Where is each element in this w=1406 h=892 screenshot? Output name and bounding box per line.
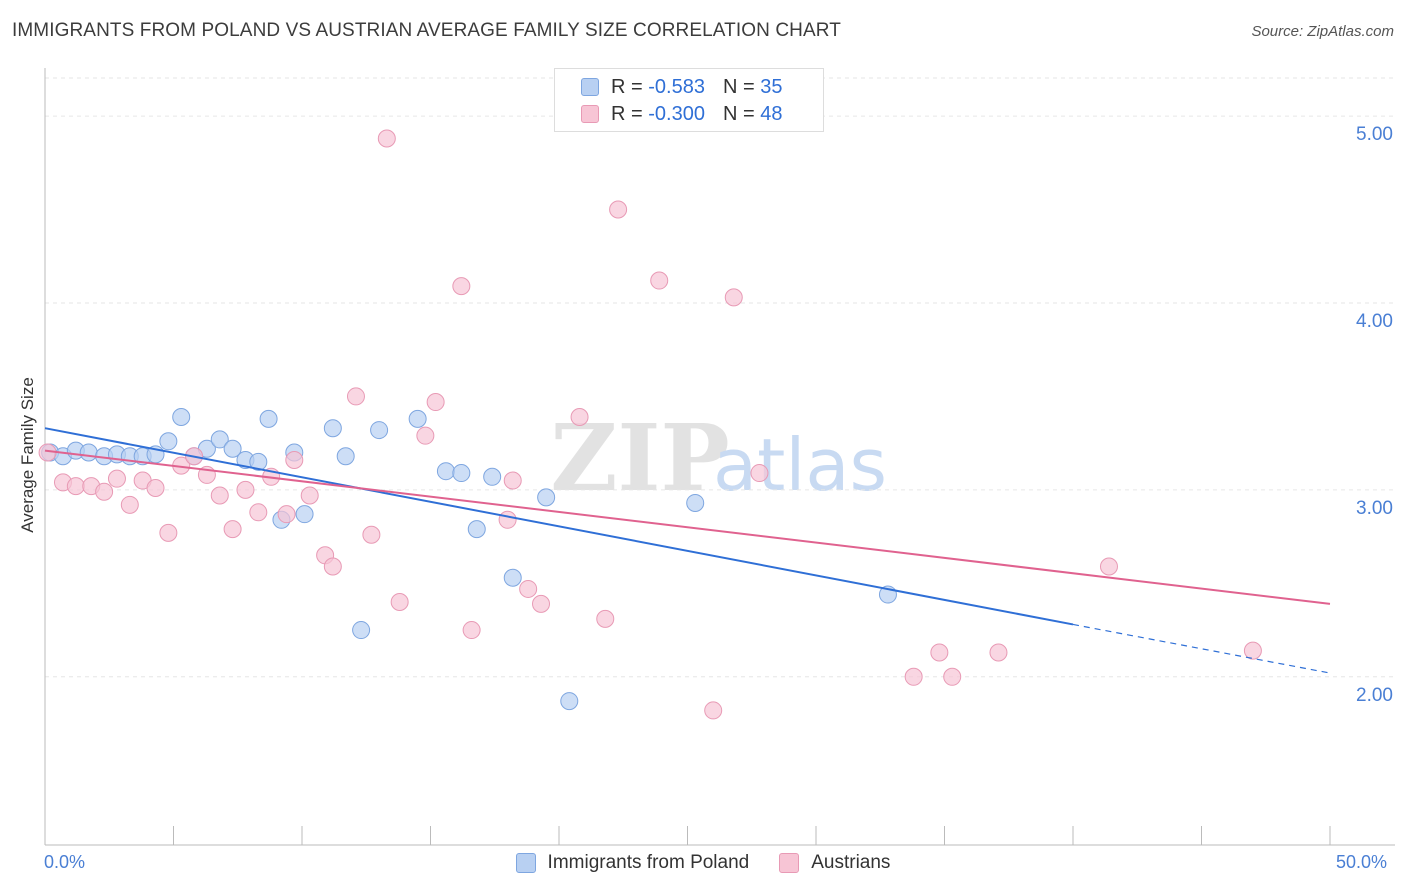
source-note: Source: ZipAtlas.com [1251,23,1394,40]
y-tick-label: 3.00 [1356,498,1393,519]
austrians-point [390,593,409,612]
legend-label: Immigrants from Poland [547,852,750,873]
austrians-point [362,525,381,544]
austrians-point [498,510,517,529]
austrians-point [107,469,126,488]
austrians-point [596,609,615,628]
poland-trend-extension [1072,623,1331,674]
austrians-point [426,393,445,412]
austrians-point [159,523,178,542]
poland-point [295,505,314,524]
legend-row-poland: R = -0.583 N = 35 [581,75,782,99]
poland-point [560,692,579,711]
poland-point [249,452,268,471]
n-value: 35 [760,75,783,98]
austrians-point [249,503,268,522]
r-label: R = [611,75,643,98]
r-label: R = [611,102,643,125]
x-tick-label-min: 0.0% [44,852,86,872]
poland-point [210,430,229,449]
poland-point [323,419,342,438]
austrians-point [503,471,522,490]
poland-point [159,432,178,451]
poland-point [686,493,705,512]
austrians-point [236,480,255,499]
poland-point [223,439,242,458]
austrians-point [989,643,1008,662]
austrians-point [277,505,296,524]
austrians-point [120,495,139,514]
austrians-point [943,667,962,686]
austrians-point [452,277,471,296]
poland-point [483,467,502,486]
r-value: -0.300 [648,102,705,125]
poland-trend-line [44,427,1074,626]
poland-point [503,568,522,587]
legend-item-austrians: Austrians [779,852,890,874]
austrians-point [704,701,723,720]
poland-point [352,621,371,640]
austrians-point [462,621,481,640]
austrians-point [930,643,949,662]
austrians-point [750,464,769,483]
n-label: N = [722,102,755,125]
austrians-point [1099,557,1118,576]
n-value: 48 [760,102,783,125]
n-label: N = [722,75,755,98]
austrians-point [609,200,628,219]
austrians-point [223,520,242,539]
austrians-point [285,450,304,469]
y-tick-label: 5.00 [1356,124,1393,145]
austrians-point [66,477,85,496]
pink-swatch [779,853,800,873]
austrians-point [519,579,538,598]
poland-point [79,443,98,462]
watermark-atlas: atlas [713,423,887,507]
poland-point [370,421,389,440]
legend-item-poland: Immigrants from Poland [515,852,750,874]
correlation-legend: R = -0.583 N = 35 R = -0.300 N = 48 [554,68,824,132]
austrians-point [346,387,365,406]
y-tick-label: 2.00 [1356,685,1393,706]
poland-point [408,409,427,428]
x-tick-label-max: 50.0% [1336,852,1388,872]
blue-swatch [515,853,536,873]
poland-point [172,407,191,426]
austrians-point [1243,641,1262,660]
austrians-point [416,426,435,445]
austrians-trend-line [44,449,1331,605]
chart-title: IMMIGRANTS FROM POLAND VS AUSTRIAN AVERA… [12,20,841,41]
austrians-point [146,479,165,498]
poland-point [467,520,486,539]
series-legend: Immigrants from Poland Austrians [0,852,1406,874]
legend-label: Austrians [811,852,891,873]
austrians-point [532,594,551,613]
austrians-point [377,129,396,148]
austrians-point [323,557,342,576]
austrians-point [904,667,923,686]
poland-point [537,488,556,507]
austrians-point [210,486,229,505]
y-tick-label: 4.00 [1356,311,1393,332]
poland-point [436,462,455,481]
austrians-point [300,486,319,505]
austrians-point [95,482,114,501]
legend-row-austrians: R = -0.300 N = 48 [581,102,782,126]
blue-swatch [581,78,599,96]
pink-swatch [581,105,599,123]
austrians-point [650,271,669,290]
austrians-point [724,288,743,307]
austrians-point [570,407,589,426]
poland-point [336,447,355,466]
r-value: -0.583 [648,75,705,98]
poland-point [452,464,471,483]
poland-point [259,409,278,428]
